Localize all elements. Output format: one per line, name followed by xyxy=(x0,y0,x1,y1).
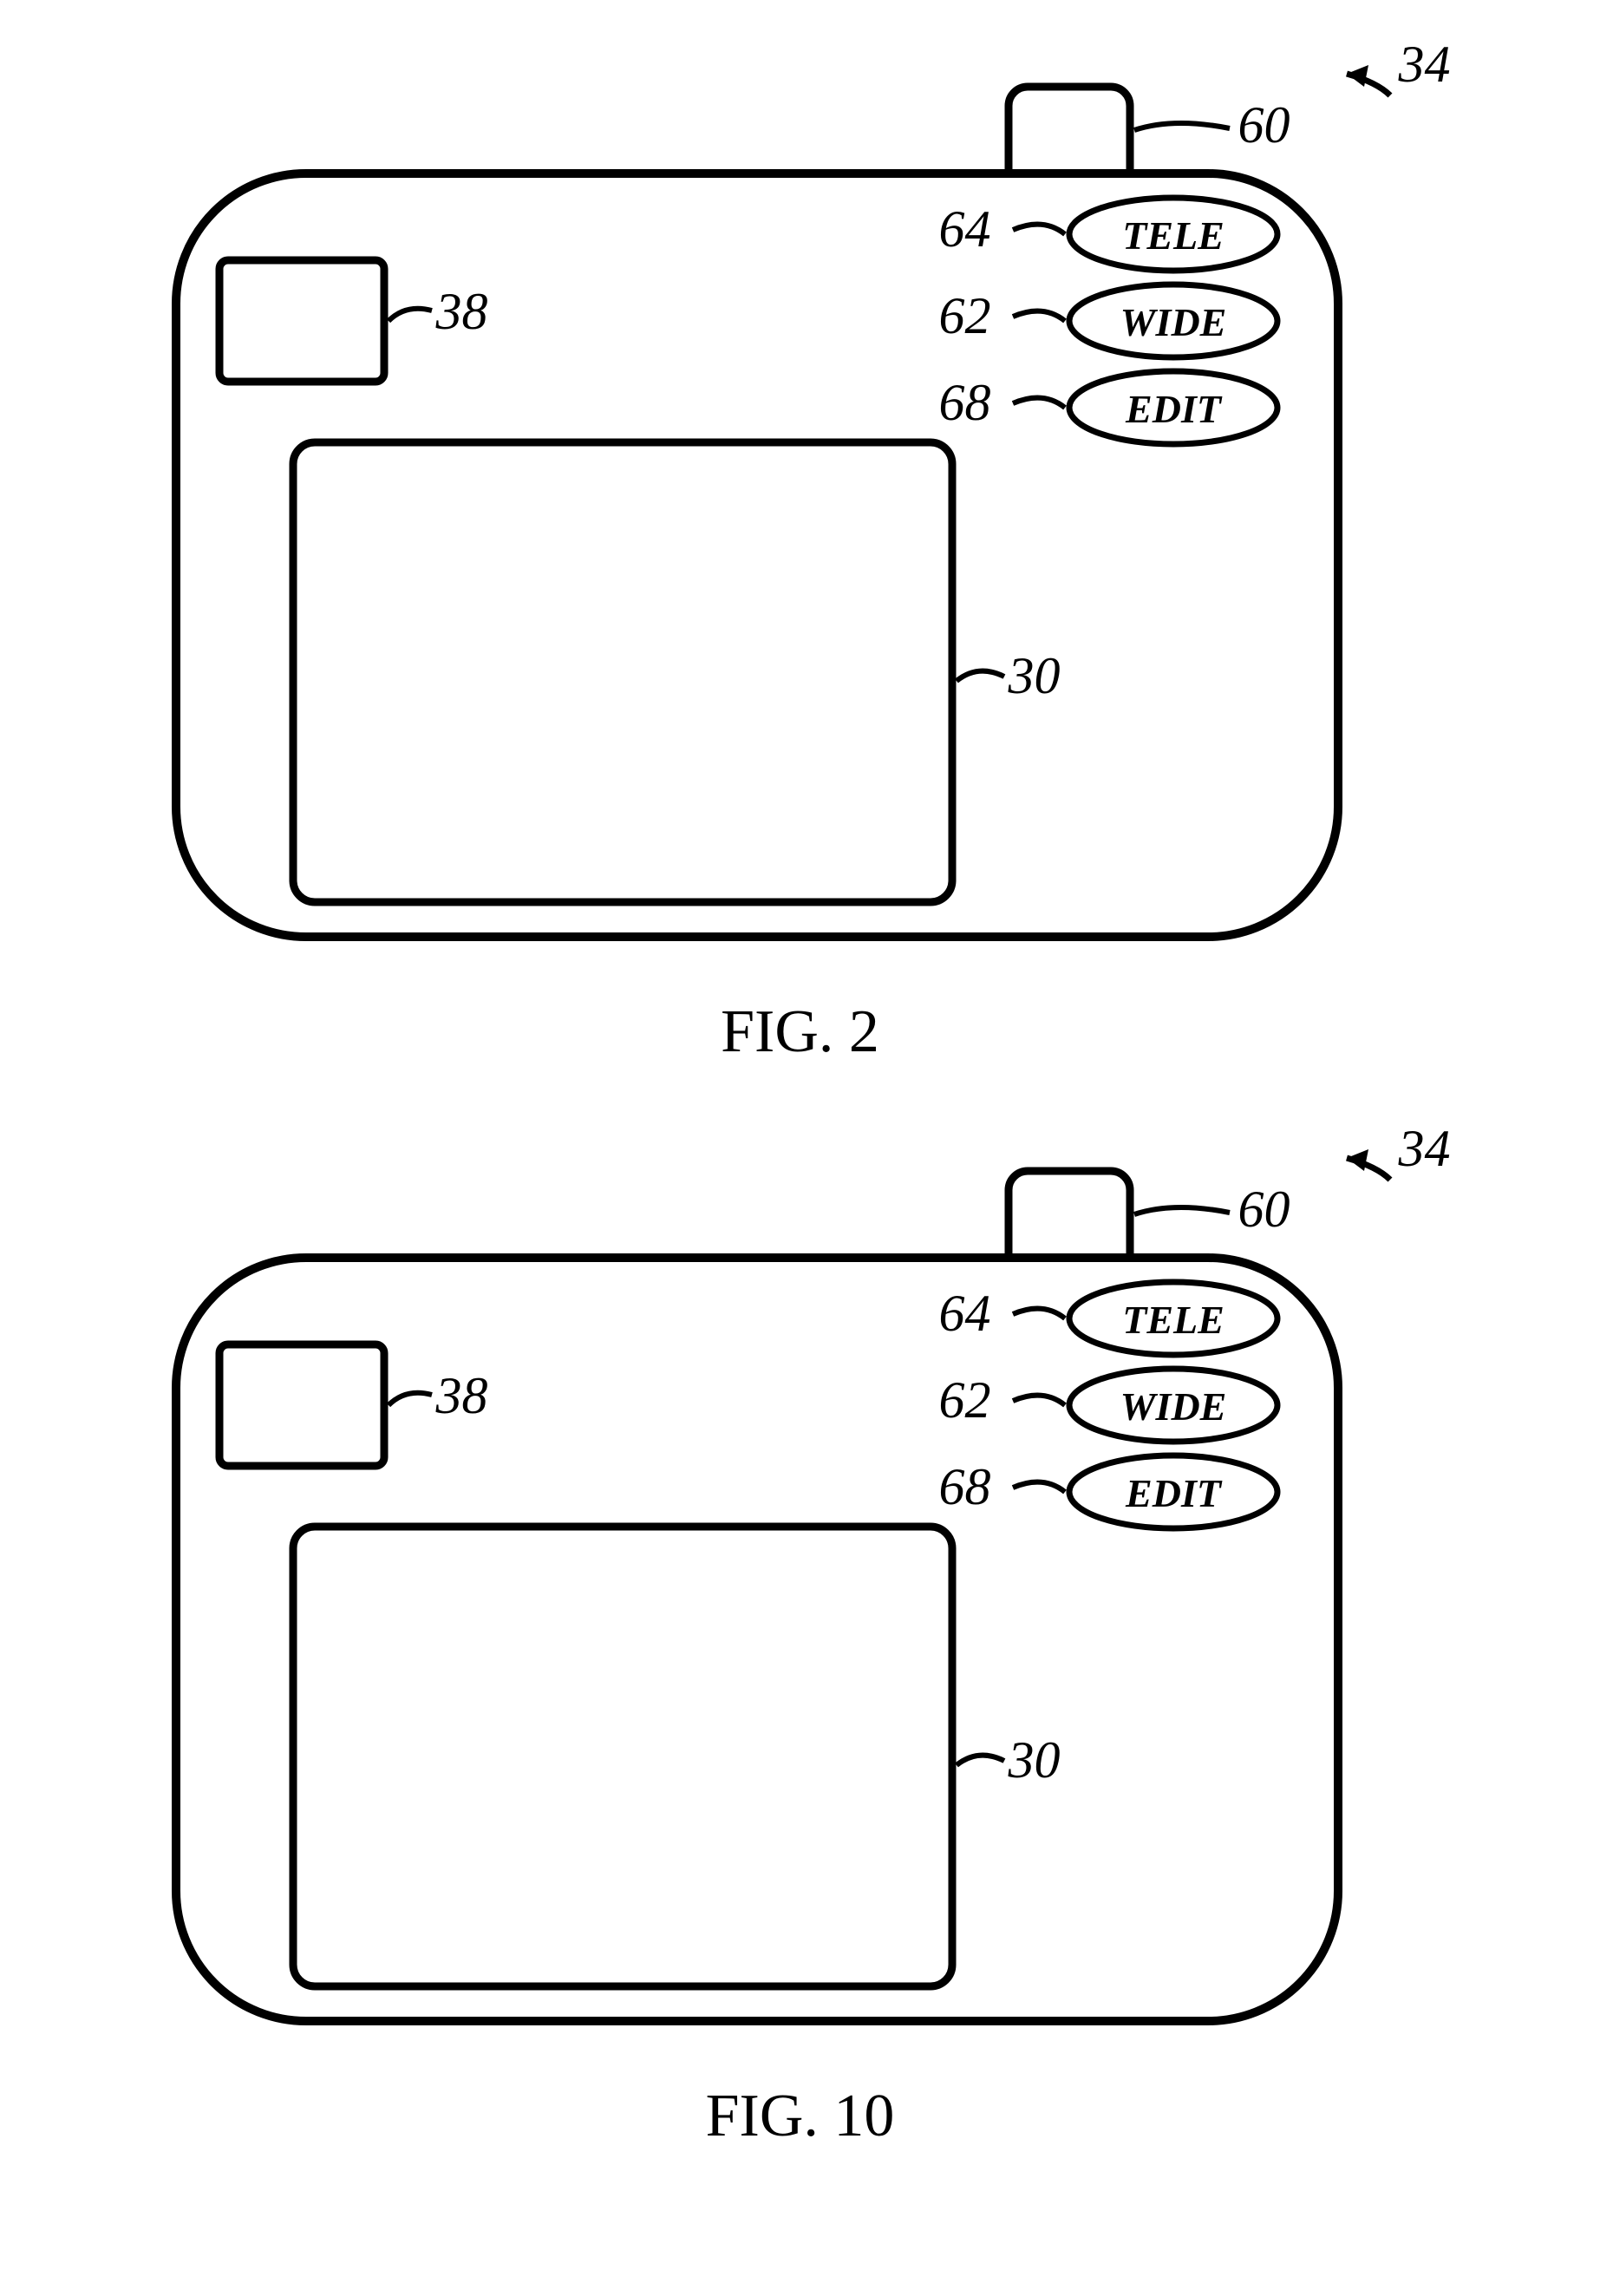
figure-caption: FIG. 10 xyxy=(20,2082,1581,2151)
svg-text:EDIT: EDIT xyxy=(1125,387,1223,431)
ref-viewfinder: 38 xyxy=(436,1366,488,1426)
screen xyxy=(293,442,952,902)
viewfinder xyxy=(219,260,384,382)
camera-svg: TELE WIDE EDIT xyxy=(107,35,1494,989)
figure-2: 34 60 38 30 64 62 68 TELE xyxy=(20,35,1581,1067)
svg-text:EDIT: EDIT xyxy=(1125,1471,1223,1515)
arrow-device xyxy=(1347,1149,1390,1180)
ref-shutter: 60 xyxy=(1238,1180,1290,1240)
leader-shutter xyxy=(1134,123,1230,130)
ref-device: 34 xyxy=(1399,1119,1451,1179)
ref-btn-tele: 64 xyxy=(939,1284,991,1344)
viewfinder xyxy=(219,1344,384,1466)
figure-10: 34 60 38 30 64 62 68 TELE WIDE xyxy=(20,1119,1581,2151)
svg-text:WIDE: WIDE xyxy=(1120,1384,1226,1429)
arrow-device xyxy=(1347,65,1390,95)
ref-viewfinder: 38 xyxy=(436,282,488,342)
svg-text:WIDE: WIDE xyxy=(1120,300,1226,344)
ref-screen: 30 xyxy=(1009,646,1061,706)
ref-device: 34 xyxy=(1399,35,1451,95)
ref-btn-tele: 64 xyxy=(939,200,991,259)
ref-screen: 30 xyxy=(1009,1730,1061,1790)
figure-caption: FIG. 2 xyxy=(20,998,1581,1067)
ref-btn-wide: 62 xyxy=(939,1370,991,1430)
svg-text:TELE: TELE xyxy=(1122,213,1224,258)
camera-diagram: 34 60 38 30 64 62 68 TELE WIDE xyxy=(107,1119,1494,2073)
ref-shutter: 60 xyxy=(1238,95,1290,155)
svg-text:TELE: TELE xyxy=(1122,1298,1224,1342)
leader-shutter xyxy=(1134,1207,1230,1214)
ref-btn-edit: 68 xyxy=(939,1457,991,1517)
screen xyxy=(293,1527,952,1986)
ref-btn-edit: 68 xyxy=(939,373,991,433)
camera-diagram: 34 60 38 30 64 62 68 TELE xyxy=(107,35,1494,989)
ref-btn-wide: 62 xyxy=(939,286,991,346)
camera-svg: TELE WIDE EDIT xyxy=(107,1119,1494,2073)
